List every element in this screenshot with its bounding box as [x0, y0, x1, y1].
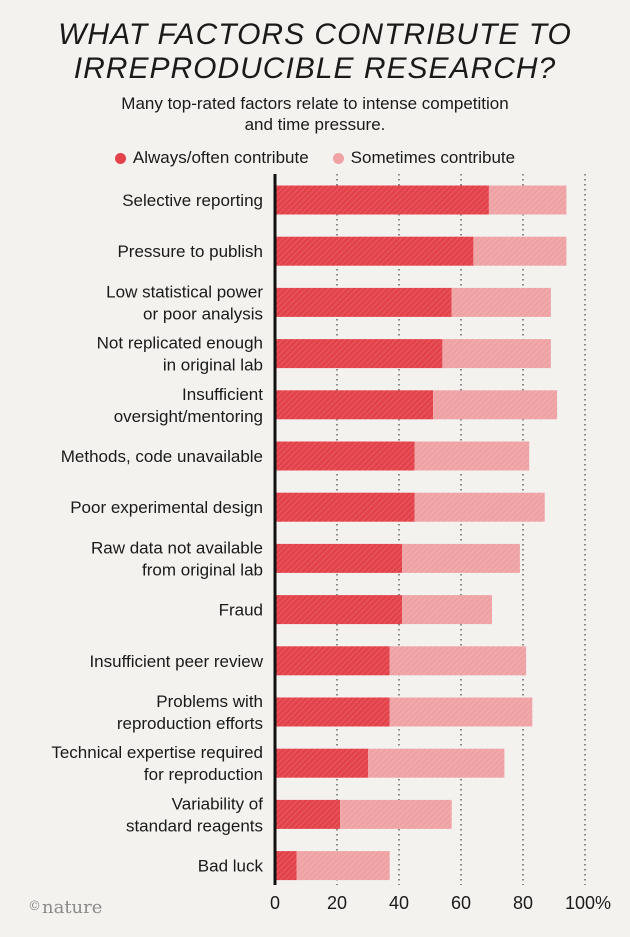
bar-texture	[275, 851, 297, 881]
bar-texture	[275, 390, 434, 420]
category-label: Pressure to publish	[117, 242, 263, 261]
chart-subtitle-line-1: Many top-rated factors relate to intense…	[121, 94, 509, 113]
category-label: from original lab	[142, 560, 263, 579]
chart-title-line-2: IRREPRODUCIBLE RESEARCH?	[73, 52, 557, 85]
bar-texture	[473, 236, 567, 266]
chart-legend: Always/often contribute Sometimes contri…	[0, 148, 630, 168]
category-label: in original lab	[163, 356, 263, 375]
category-label: for reproduction	[144, 765, 263, 784]
bar-texture	[275, 646, 390, 676]
bar-texture	[275, 748, 368, 778]
legend-label-always: Always/often contribute	[132, 148, 309, 167]
bar-texture	[275, 236, 474, 266]
bar-texture	[275, 799, 341, 829]
x-tick-label: 20	[327, 893, 347, 913]
legend-swatch-sometimes	[332, 152, 344, 164]
bar-texture	[402, 543, 520, 573]
category-label: Bad luck	[198, 857, 264, 876]
bar-texture	[488, 185, 567, 215]
nature-credit: ©nature	[28, 897, 102, 918]
bar-texture	[414, 492, 545, 522]
category-label: Not replicated enough	[97, 334, 263, 353]
category-label: reproduction efforts	[117, 714, 263, 733]
legend-item-sometimes: Sometimes contribute	[332, 148, 516, 168]
category-label: standard reagents	[126, 816, 263, 835]
x-tick-label: 40	[389, 893, 409, 913]
chart-title: WHAT FACTORS CONTRIBUTE TO IRREPRODUCIBL…	[0, 18, 630, 86]
bar-texture	[275, 441, 415, 471]
category-label: or poor analysis	[143, 304, 263, 323]
x-tick-label: 60	[451, 893, 471, 913]
x-tick-label: 80	[513, 893, 533, 913]
copyright-icon: ©	[28, 899, 41, 914]
bar-texture	[275, 697, 390, 727]
bar-texture	[433, 390, 558, 420]
bar-texture	[389, 697, 533, 727]
category-label: Technical expertise required	[51, 743, 263, 762]
bar-texture	[275, 287, 452, 317]
bar-texture	[275, 185, 489, 215]
bar-texture	[368, 748, 505, 778]
category-label: Variability of	[172, 794, 264, 813]
bar-texture	[275, 492, 415, 522]
bar-texture	[275, 543, 403, 573]
category-label: Fraud	[219, 601, 263, 620]
chart-subtitle: Many top-rated factors relate to intense…	[0, 93, 630, 135]
bar-texture	[340, 799, 452, 829]
category-label: Raw data not available	[91, 538, 263, 557]
category-label: Methods, code unavailable	[61, 447, 263, 466]
bar-texture	[442, 339, 551, 369]
legend-label-sometimes: Sometimes contribute	[350, 148, 516, 167]
category-label: Insufficient	[182, 385, 263, 404]
credit-label: nature	[42, 897, 103, 918]
category-label: Poor experimental design	[70, 498, 263, 517]
bar-texture	[414, 441, 530, 471]
category-label: Selective reporting	[122, 191, 263, 210]
bar-texture	[275, 595, 403, 625]
chart-title-line-1: WHAT FACTORS CONTRIBUTE TO	[58, 18, 572, 51]
chart-subtitle-line-2: and time pressure.	[244, 115, 386, 134]
category-label: Low statistical power	[106, 282, 263, 301]
x-tick-label: 100%	[565, 893, 611, 913]
category-label: Insufficient peer review	[89, 652, 263, 671]
bar-texture	[296, 851, 390, 881]
legend-swatch-always	[114, 152, 126, 164]
bar-texture	[275, 339, 443, 369]
bar-texture	[451, 287, 551, 317]
legend-item-always: Always/often contribute	[114, 148, 309, 168]
bar-texture	[402, 595, 492, 625]
category-label: oversight/mentoring	[114, 407, 263, 426]
category-label: Problems with	[156, 692, 263, 711]
x-tick-label: 0	[270, 893, 280, 913]
bar-texture	[389, 646, 527, 676]
